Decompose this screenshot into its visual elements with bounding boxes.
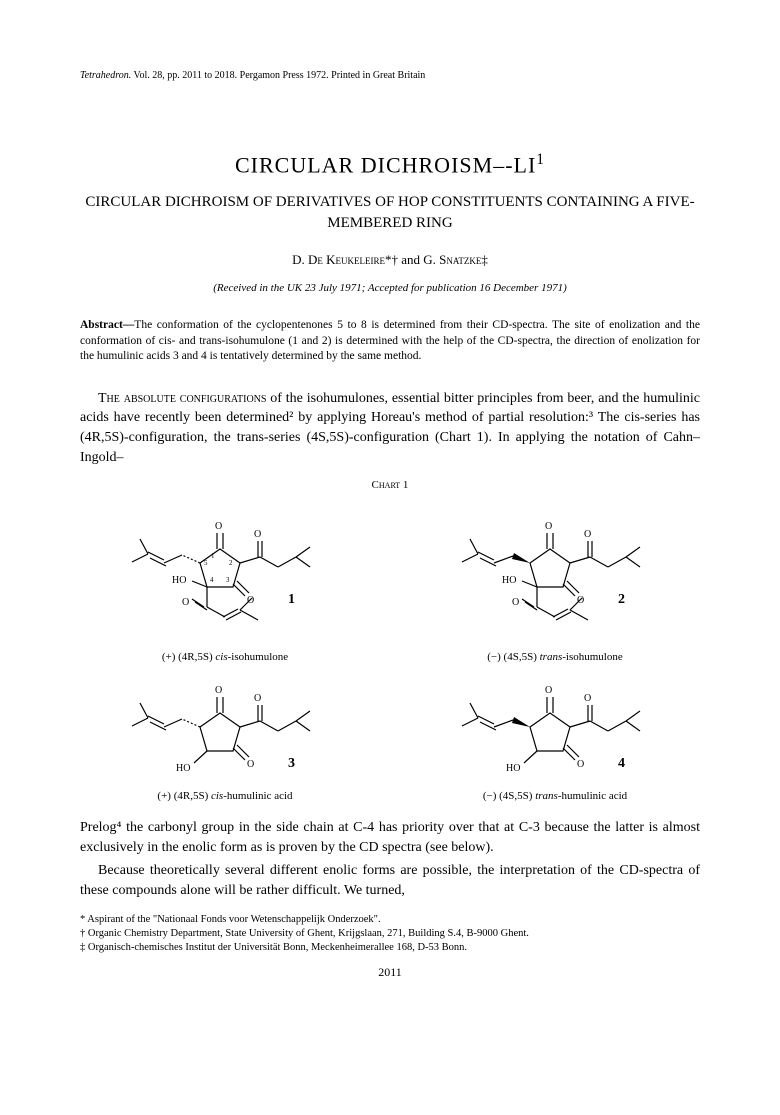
svg-text:O: O	[545, 685, 552, 696]
structure-number-2: 2	[618, 592, 625, 607]
structure-3-svg: O O O HO 3	[110, 673, 340, 783]
printed-info: Printed in Great Britain	[331, 70, 425, 81]
page-container: Tetrahedron. Vol. 28, pp. 2011 to 2018. …	[0, 0, 780, 1020]
svg-text:O: O	[545, 521, 552, 532]
svg-text:O: O	[247, 595, 254, 606]
footnote-3: ‡ Organisch-chemisches Institut der Univ…	[80, 941, 700, 955]
caption-1: (+) (4R,5S) cis-isohumulone	[80, 651, 370, 663]
svg-text:O: O	[215, 685, 222, 696]
page-number: 2011	[80, 965, 700, 980]
svg-text:O: O	[512, 597, 519, 608]
press-info: Pergamon Press 1972.	[240, 70, 329, 81]
footnotes: * Aspirant of the "Nationaal Fonds voor …	[80, 913, 700, 956]
structure-4-svg: O O O HO 4	[440, 673, 670, 783]
molecule-4: O O O HO 4 (−) (4S,5S) trans-humulinic a…	[410, 673, 700, 802]
svg-text:O: O	[247, 759, 254, 770]
abstract: Abstract—The conformation of the cyclope…	[80, 318, 700, 365]
structure-2-svg: O O O HO O 2	[440, 499, 670, 644]
svg-text:1: 1	[211, 552, 215, 560]
structure-number-3: 3	[288, 756, 295, 771]
abstract-label: Abstract—	[80, 319, 134, 331]
paragraph-1: The absolute configurations of the isohu…	[80, 389, 700, 467]
svg-text:O: O	[254, 693, 261, 704]
structure-number-4: 4	[618, 756, 625, 771]
svg-text:O: O	[254, 529, 261, 540]
caption-4: (−) (4S,5S) trans-humulinic acid	[410, 790, 700, 802]
svg-text:HO: HO	[176, 763, 190, 774]
svg-text:5: 5	[204, 559, 208, 567]
author-1: De Keukeleire	[308, 252, 385, 267]
svg-text:O: O	[577, 759, 584, 770]
svg-text:O: O	[182, 597, 189, 608]
footnote-1: * Aspirant of the "Nationaal Fonds voor …	[80, 913, 700, 927]
authors-line: D. De Keukeleire*† and G. Snatzke‡	[80, 252, 700, 268]
journal-name: Tetrahedron.	[80, 70, 131, 81]
structure-number-1: 1	[288, 592, 295, 607]
paragraph-3: Because theoretically several different …	[80, 861, 700, 900]
running-header: Tetrahedron. Vol. 28, pp. 2011 to 2018. …	[80, 70, 700, 81]
article-title: CIRCULAR DICHROISM–-LI1	[80, 151, 700, 178]
caption-3: (+) (4R,5S) cis-humulinic acid	[80, 790, 370, 802]
chart-label: Chart 1	[80, 479, 700, 491]
footnote-2: † Organic Chemistry Department, State Un…	[80, 927, 700, 941]
svg-text:4: 4	[210, 576, 214, 584]
author-2: Snatzke	[439, 252, 481, 267]
paragraph-2: Prelog⁴ the carbonyl group in the side c…	[80, 818, 700, 857]
article-subtitle: CIRCULAR DICHROISM OF DERIVATIVES OF HOP…	[80, 192, 700, 234]
molecule-1: O O O HO O 1 2 3 4 5 1 (+) (4R,5S) cis-i…	[80, 499, 370, 663]
volume-info: Vol. 28, pp. 2011 to 2018.	[134, 70, 238, 81]
svg-text:HO: HO	[172, 575, 186, 586]
caption-2: (−) (4S,5S) trans-isohumulone	[410, 651, 700, 663]
svg-text:3: 3	[226, 576, 230, 584]
svg-text:O: O	[584, 529, 591, 540]
svg-text:HO: HO	[506, 763, 520, 774]
molecule-3: O O O HO 3 (+) (4R,5S) cis-humulinic aci…	[80, 673, 370, 802]
svg-text:O: O	[215, 521, 222, 532]
structure-1-svg: O O O HO O 1 2 3 4 5 1	[110, 499, 340, 644]
received-line: (Received in the UK 23 July 1971; Accept…	[80, 282, 700, 294]
abstract-text: The conformation of the cyclopentenones …	[80, 319, 700, 362]
svg-text:O: O	[584, 693, 591, 704]
chart-grid: O O O HO O 1 2 3 4 5 1 (+) (4R,5S) cis-i…	[80, 499, 700, 802]
svg-text:O: O	[577, 595, 584, 606]
svg-text:2: 2	[229, 559, 233, 567]
svg-text:HO: HO	[502, 575, 516, 586]
molecule-2: O O O HO O 2 (−) (4S,5S) trans-isohumulo…	[410, 499, 700, 663]
